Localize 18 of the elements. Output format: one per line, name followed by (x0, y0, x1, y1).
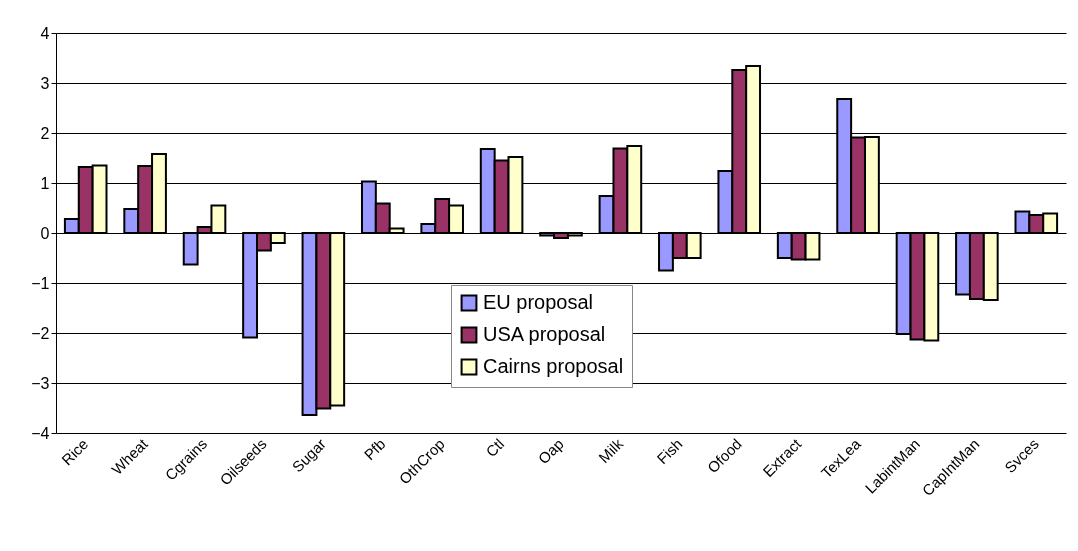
y-tick-label: 0 (40, 224, 50, 242)
y-tick-label: 2 (40, 124, 50, 142)
y-tick-label: −1 (31, 274, 50, 292)
y-tick-label: 1 (40, 174, 50, 192)
legend-label: EU proposal (483, 291, 594, 313)
x-tick-label: Fish (653, 435, 686, 468)
x-tick-label: Pfb (360, 435, 389, 464)
legend-label: Cairns proposal (483, 355, 624, 377)
x-tick-label: Ctl (482, 435, 508, 461)
x-tick-label: Milk (595, 434, 627, 467)
x-tick-label: Rice (58, 435, 92, 469)
x-tick-label: Oap (534, 435, 567, 468)
y-tick-label: 4 (40, 24, 50, 42)
legend-label: USA proposal (483, 323, 606, 345)
y-tick-label: 3 (40, 74, 50, 92)
y-tick-label: −3 (31, 374, 50, 392)
y-tick-label: −2 (31, 324, 50, 342)
y-tick-label: −4 (31, 424, 50, 442)
